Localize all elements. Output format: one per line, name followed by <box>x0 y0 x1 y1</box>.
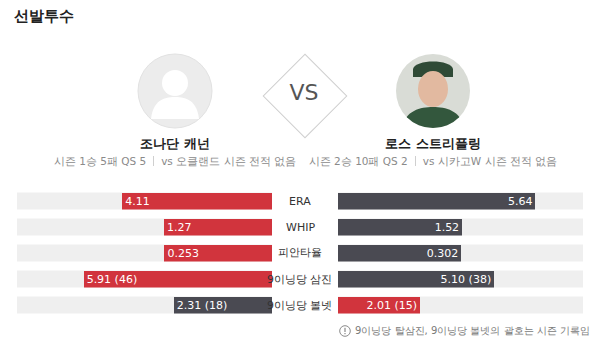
svg-text:2.31 (18): 2.31 (18) <box>177 299 228 312</box>
svg-text:4.11: 4.11 <box>125 195 150 208</box>
svg-text:1.27: 1.27 <box>167 221 192 234</box>
svg-text:0.253: 0.253 <box>167 247 199 260</box>
svg-text:5.64: 5.64 <box>508 195 533 208</box>
html-text:선발투수: 선발투수 <box>14 7 74 25</box>
html-text:9이닝당 탈삼진, 9이닝당 볼넷의 괄호는 시즌 기록임: 9이닝당 탈삼진, 9이닝당 볼넷의 괄호는 시즌 기록임 <box>355 325 590 336</box>
html-text:조나단 캐넌: 조나단 캐넌 <box>140 136 210 151</box>
svg-text:WHIP: WHIP <box>286 221 315 234</box>
html-text:시즌 2승 10패 QS 2: 시즌 2승 10패 QS 2 <box>308 155 408 167</box>
html-text:VS: VS <box>289 80 319 105</box>
svg-text:0.302: 0.302 <box>427 247 459 260</box>
svg-text:9이닝당 삼진: 9이닝당 삼진 <box>267 273 333 286</box>
html-text:vs 오클랜드 시즌 전적 없음: vs 오클랜드 시즌 전적 없음 <box>161 155 297 167</box>
svg-text:5.91 (46): 5.91 (46) <box>87 273 138 286</box>
svg-text:피안타율: 피안타율 <box>278 246 322 259</box>
html-text:시즌 1승 5패 QS 5: 시즌 1승 5패 QS 5 <box>53 155 147 167</box>
svg-text:2.01 (15): 2.01 (15) <box>367 299 418 312</box>
html-text:로스 스트리플링: 로스 스트리플링 <box>385 136 481 151</box>
svg-text:9이닝당 볼넷: 9이닝당 볼넷 <box>267 299 333 312</box>
html-text:vs 시카고W 시즌 전적 없음: vs 시카고W 시즌 전적 없음 <box>422 155 558 167</box>
svg-text:ERA: ERA <box>289 195 311 208</box>
svg-text:5.10 (38): 5.10 (38) <box>441 273 492 286</box>
svg-text:1.52: 1.52 <box>435 221 460 234</box>
